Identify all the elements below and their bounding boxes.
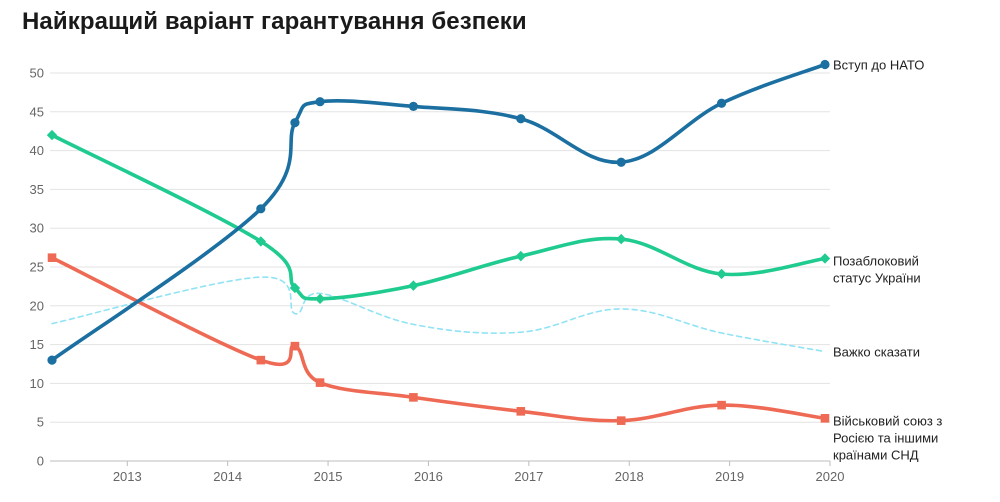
y-tick-label: 35 bbox=[30, 182, 44, 197]
data-point bbox=[46, 129, 58, 141]
data-point bbox=[616, 416, 626, 425]
series-line bbox=[50, 133, 827, 301]
series-line bbox=[51, 276, 826, 353]
y-tick-label: 5 bbox=[37, 415, 44, 430]
chart-title: Найкращий варіант гарантування безпеки bbox=[22, 8, 527, 35]
data-point bbox=[255, 236, 267, 247]
x-tick-label: 2013 bbox=[113, 469, 142, 484]
series-label: Росією та іншими bbox=[833, 430, 938, 445]
y-tick-label: 50 bbox=[30, 66, 44, 81]
data-point bbox=[408, 101, 418, 111]
y-tick-label: 45 bbox=[30, 104, 44, 119]
x-tick-label: 2018 bbox=[615, 469, 644, 484]
data-point bbox=[256, 204, 266, 214]
y-tick-label: 10 bbox=[30, 376, 44, 391]
x-tick-label: 2016 bbox=[414, 469, 443, 484]
data-point bbox=[516, 407, 526, 416]
y-tick-label: 15 bbox=[30, 337, 44, 352]
x-tick-label: 2017 bbox=[514, 469, 543, 484]
series-label: Військовий союз з bbox=[833, 413, 942, 428]
data-point bbox=[819, 253, 831, 264]
series-label: країнами СНД bbox=[833, 447, 919, 462]
series-label: Позаблоковий bbox=[833, 253, 919, 268]
data-point bbox=[616, 157, 626, 167]
data-point bbox=[408, 280, 419, 291]
data-point bbox=[289, 282, 301, 294]
y-tick-label: 20 bbox=[30, 298, 44, 313]
data-point bbox=[409, 393, 418, 402]
data-point bbox=[315, 378, 325, 387]
data-point bbox=[516, 114, 526, 124]
y-tick-label: 0 bbox=[37, 454, 44, 469]
x-tick-label: 2019 bbox=[715, 469, 744, 484]
x-tick-label: 2015 bbox=[314, 469, 343, 484]
y-tick-label: 30 bbox=[30, 221, 44, 236]
data-point bbox=[515, 250, 527, 262]
x-tick-label: 2020 bbox=[816, 469, 845, 484]
data-point bbox=[717, 400, 726, 410]
data-point bbox=[716, 268, 727, 280]
y-tick-label: 25 bbox=[30, 260, 44, 275]
data-point bbox=[615, 233, 627, 245]
data-point bbox=[290, 118, 300, 128]
y-tick-label: 40 bbox=[30, 143, 44, 158]
series-label: Вступ до НАТО bbox=[833, 57, 924, 72]
data-point bbox=[47, 355, 57, 365]
data-point bbox=[820, 59, 830, 70]
x-tick-label: 2014 bbox=[213, 469, 242, 484]
series-label: статус України bbox=[833, 270, 921, 285]
series-label: Важко сказати bbox=[833, 345, 920, 360]
data-point bbox=[315, 97, 325, 107]
data-point bbox=[716, 98, 727, 108]
data-point bbox=[47, 253, 57, 262]
data-point bbox=[290, 341, 300, 351]
data-point bbox=[314, 293, 326, 305]
data-point bbox=[820, 414, 830, 423]
data-point bbox=[256, 355, 266, 365]
